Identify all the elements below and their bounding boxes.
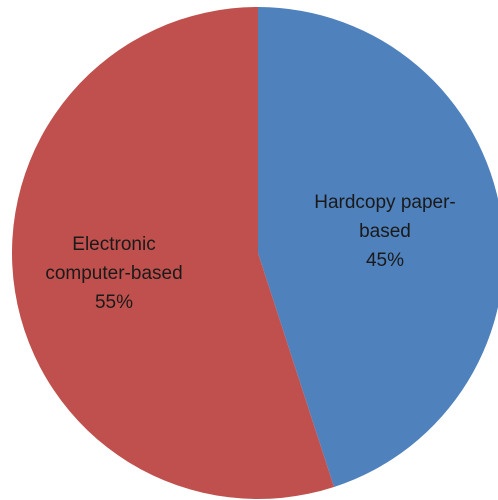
pie-slice-label-0: Hardcopy paper-based 45%: [314, 192, 456, 271]
pie-slice-1: [11, 7, 335, 499]
pie-slice-label-line: based: [359, 221, 411, 242]
pie-slice-label-1: Electronic computer-based 55%: [45, 234, 182, 313]
pie-slice-label-line: Electronic: [72, 234, 155, 255]
pie-labels: Hardcopy paper-based 45% Electronic compute…: [45, 192, 455, 313]
pie-slice-label-line: Hardcopy paper-: [314, 192, 456, 213]
pie-slice-label-line: computer-based: [45, 263, 182, 284]
pie-slice-0: [258, 7, 498, 487]
pie-slice-value-label: 55%: [95, 292, 133, 313]
pie-slice-value-label: 45%: [366, 250, 404, 271]
pie-slices: [11, 7, 498, 499]
